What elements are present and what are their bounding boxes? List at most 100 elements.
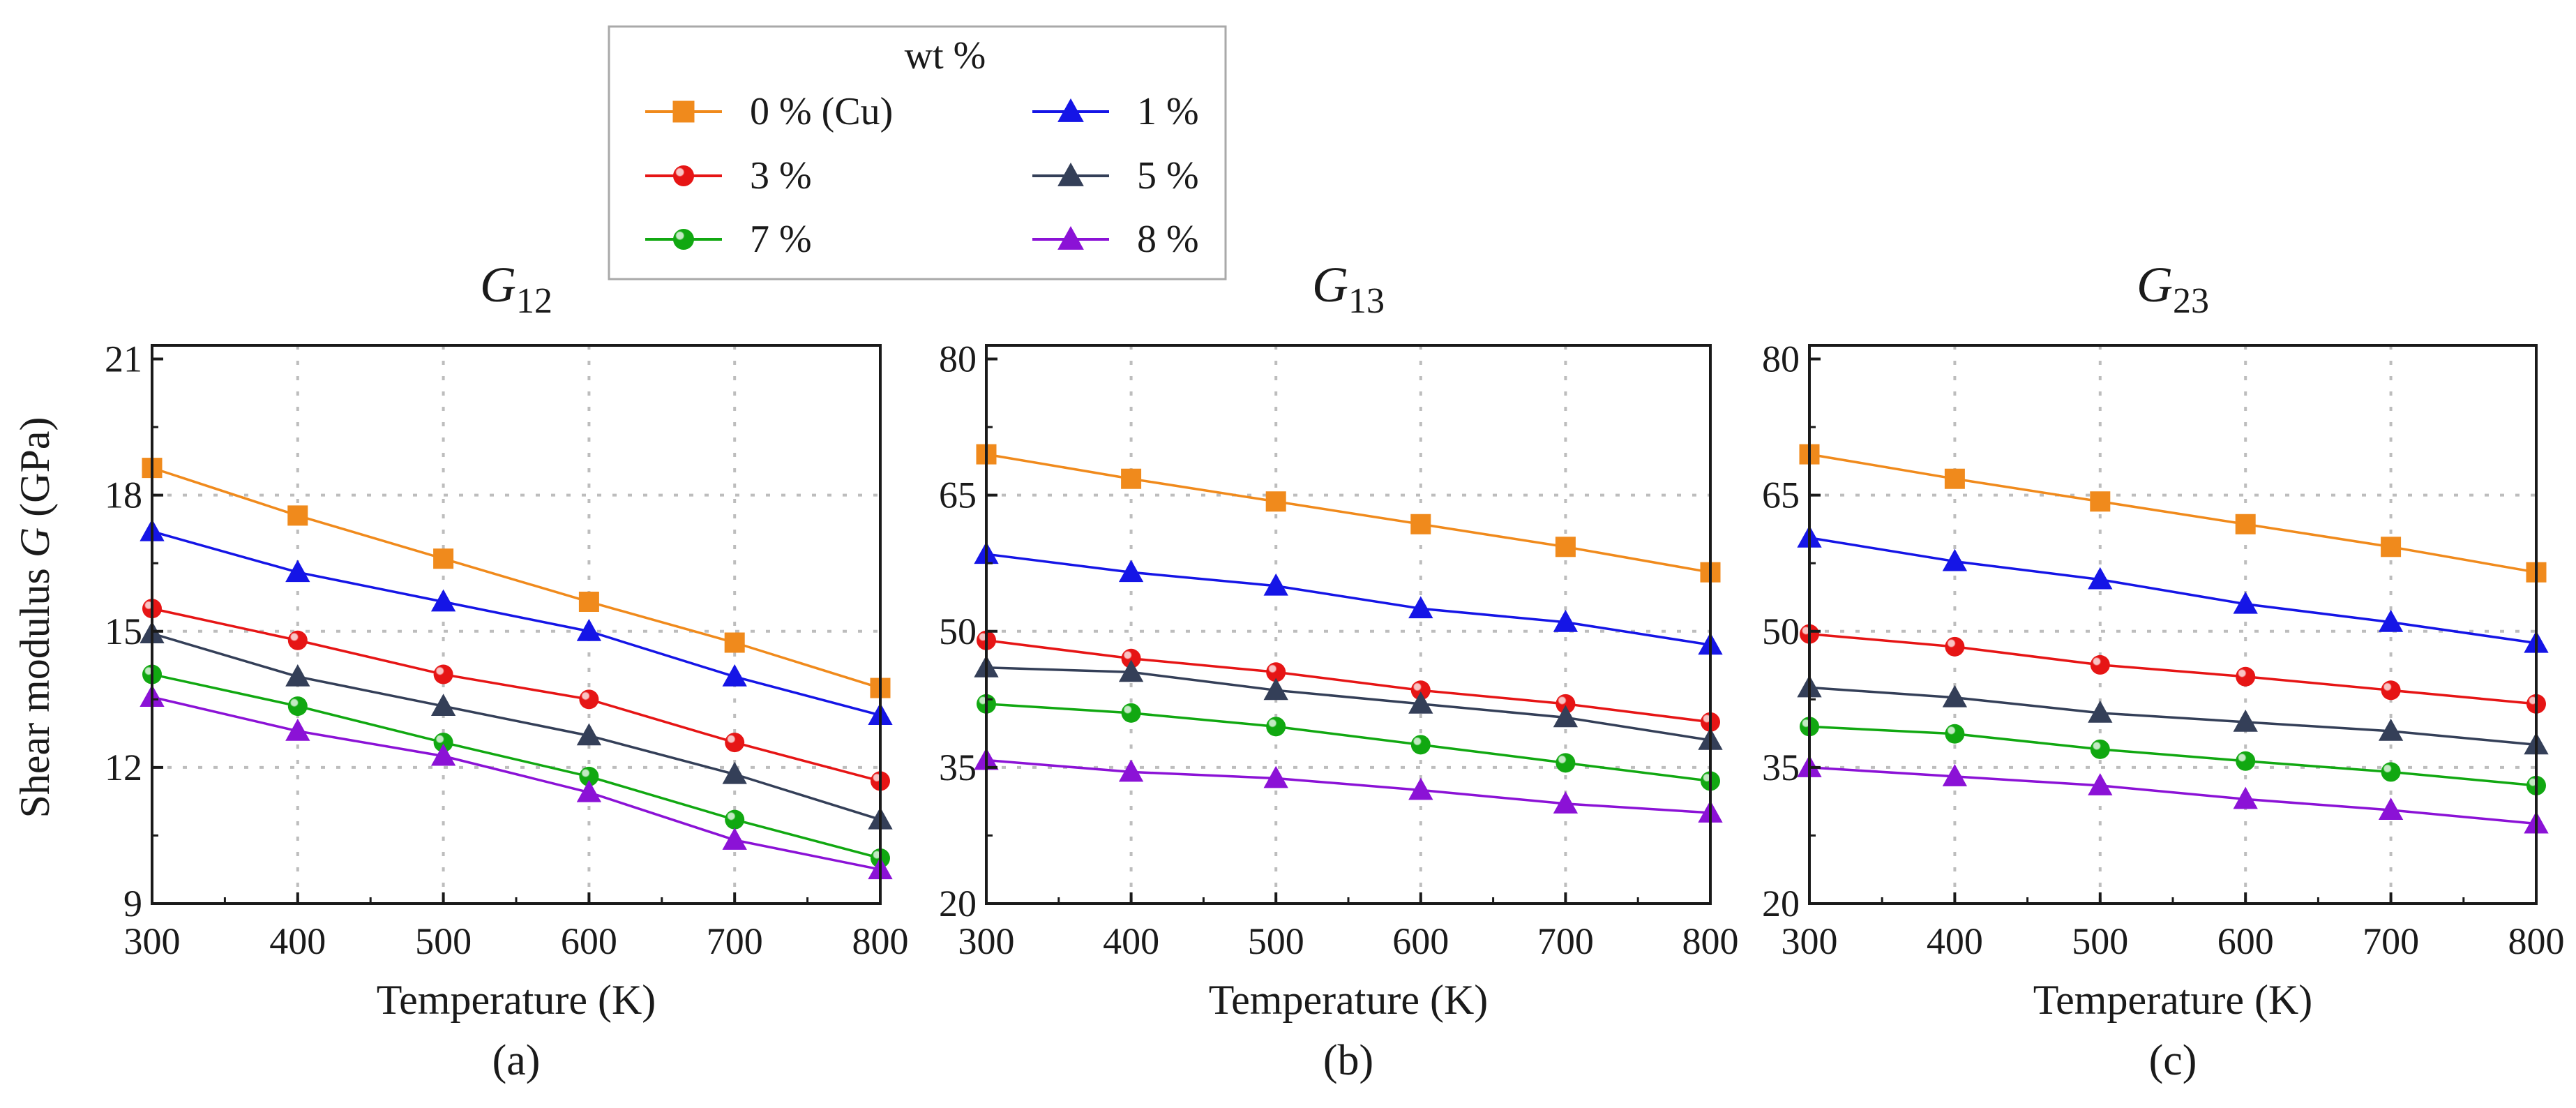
- data-point-3-500: [1266, 662, 1286, 682]
- data-point-1-400: [1942, 548, 1968, 571]
- data-point-5-700: [1553, 705, 1579, 728]
- series-line-5: [986, 666, 1711, 742]
- data-point-8-400: [1118, 759, 1144, 782]
- data-point-5-500: [1263, 677, 1288, 701]
- legend-title: wt %: [905, 34, 986, 77]
- legend-label: 1 %: [1137, 90, 1199, 133]
- legend-entry-1: 1 %: [1032, 90, 1199, 133]
- data-point-0-cu-400: [287, 505, 308, 526]
- x-tick-label: 700: [707, 920, 763, 962]
- data-point-5-600: [2233, 710, 2258, 732]
- data-point-0-cu-400: [1121, 468, 1142, 489]
- legend-label: 3 %: [750, 154, 812, 197]
- data-point-5-400: [1118, 659, 1144, 682]
- x-tick-label: 800: [1682, 920, 1739, 962]
- x-tick-label: 500: [2072, 920, 2128, 962]
- data-point-3-700: [725, 733, 745, 753]
- legend-marker-square-icon: [672, 100, 695, 123]
- data-point-7-700: [1556, 753, 1576, 773]
- y-axis-label-suffix: (GPa): [12, 417, 58, 527]
- data-point-5-700: [722, 761, 747, 784]
- data-point-8-400: [285, 719, 310, 741]
- data-point-1-700: [2378, 609, 2404, 632]
- data-point-1-600: [2233, 591, 2258, 614]
- data-point-1-500: [430, 589, 456, 612]
- data-point-8-600: [2233, 786, 2258, 809]
- series-line-0-cu: [151, 466, 881, 689]
- chart-panel-2: 300 400 500 600 700 800 20 35 50 65 80 G13 Temperatu…: [939, 257, 1739, 1084]
- data-point-1-700: [722, 664, 747, 687]
- series-line-8: [1809, 766, 2537, 825]
- grid: [152, 345, 880, 904]
- data-point-0-cu-600: [1410, 514, 1431, 534]
- legend-marker-triangle-icon: [1057, 225, 1084, 250]
- data-point-8-600: [1408, 777, 1433, 800]
- series-line-8: [986, 758, 1711, 814]
- x-tick-label: 600: [561, 920, 617, 962]
- data-point-3-500: [433, 664, 453, 684]
- plot-frame: [151, 344, 882, 905]
- data-point-8-600: [576, 779, 602, 802]
- x-tick-label: 700: [2363, 920, 2419, 962]
- data-point-3-400: [1121, 648, 1141, 668]
- y-tick-label: 9: [123, 883, 142, 924]
- data-point-1-500: [2088, 567, 2113, 590]
- legend-entry-7: 7 %: [645, 218, 812, 261]
- data-point-7-600: [579, 766, 599, 786]
- series-line-5: [151, 632, 881, 821]
- data-point-5-600: [576, 723, 602, 746]
- y-tick-label: 35: [939, 747, 977, 788]
- x-tick-label: 500: [415, 920, 472, 962]
- series-line-7: [151, 673, 881, 860]
- series-line-5: [1809, 686, 2537, 747]
- panel-label: (b): [1323, 1037, 1373, 1084]
- grid: [1809, 345, 2536, 904]
- series-line-0-cu: [986, 453, 1711, 574]
- x-tick-label: 600: [1392, 920, 1449, 962]
- legend-label: 5 %: [1137, 154, 1199, 197]
- y-tick-label: 20: [1762, 883, 1800, 924]
- series-line-7: [986, 703, 1711, 783]
- data-point-8-400: [1942, 764, 1968, 786]
- legend-entry-0-cu: 0 % (Cu): [645, 90, 893, 133]
- y-axis-label-var: G: [12, 527, 58, 557]
- data-point-8-500: [430, 743, 456, 766]
- x-tick-label: 600: [2217, 920, 2274, 962]
- data-point-1-600: [1408, 596, 1433, 619]
- data-point-3-600: [2236, 666, 2256, 687]
- data-point-7-400: [287, 696, 308, 717]
- chart-title: G23: [2137, 257, 2209, 321]
- panel-label: (c): [2149, 1037, 2197, 1084]
- data-point-0-cu-700: [2381, 537, 2402, 557]
- x-tick-label: 800: [2508, 920, 2565, 962]
- legend-entry-3: 3 %: [645, 154, 812, 197]
- data-point-0-cu-600: [578, 591, 599, 612]
- data-point-8-700: [722, 828, 747, 850]
- legend-marker-circle-icon: [673, 229, 694, 250]
- data-point-3-400: [1945, 636, 1965, 657]
- data-point-1-400: [285, 560, 310, 583]
- x-axis-label: Temperature (K): [377, 977, 656, 1023]
- x-tick-label: 400: [269, 920, 326, 962]
- series-line-1: [986, 553, 1711, 646]
- data-point-0-cu-500: [2090, 491, 2111, 512]
- legend-marker-circle-icon: [673, 165, 694, 186]
- data-point-0-cu-500: [1265, 491, 1286, 512]
- panels: 300 400 500 600 700 800 9 12 15 18 21 G12 Temperatur…: [105, 257, 2565, 1084]
- data-point-8-500: [1263, 765, 1288, 788]
- y-tick-label: 65: [939, 474, 977, 516]
- y-tick-label: 65: [1762, 474, 1800, 516]
- y-tick-label: 35: [1762, 747, 1800, 788]
- legend-label: 8 %: [1137, 218, 1199, 261]
- x-tick-label: 500: [1248, 920, 1304, 962]
- plot-frame: [1808, 344, 2538, 905]
- data-point-7-400: [1945, 724, 1965, 744]
- chart-panel-1: 300 400 500 600 700 800 9 12 15 18 21 G12 Temperatur…: [105, 257, 909, 1084]
- y-tick-label: 12: [105, 747, 142, 788]
- data-point-1-400: [1118, 560, 1144, 583]
- data-point-7-700: [2381, 762, 2401, 782]
- y-tick-label: 18: [105, 474, 142, 516]
- series-line-8: [151, 696, 881, 871]
- series-line-0-cu: [1809, 453, 2537, 574]
- data-point-8-700: [1553, 791, 1579, 814]
